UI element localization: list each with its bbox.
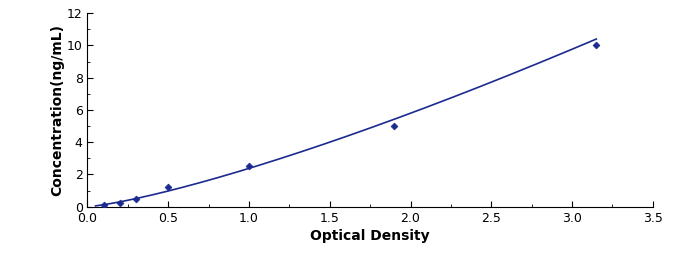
Y-axis label: Concentration(ng/mL): Concentration(ng/mL) — [50, 24, 64, 196]
X-axis label: Optical Density: Optical Density — [310, 229, 430, 243]
